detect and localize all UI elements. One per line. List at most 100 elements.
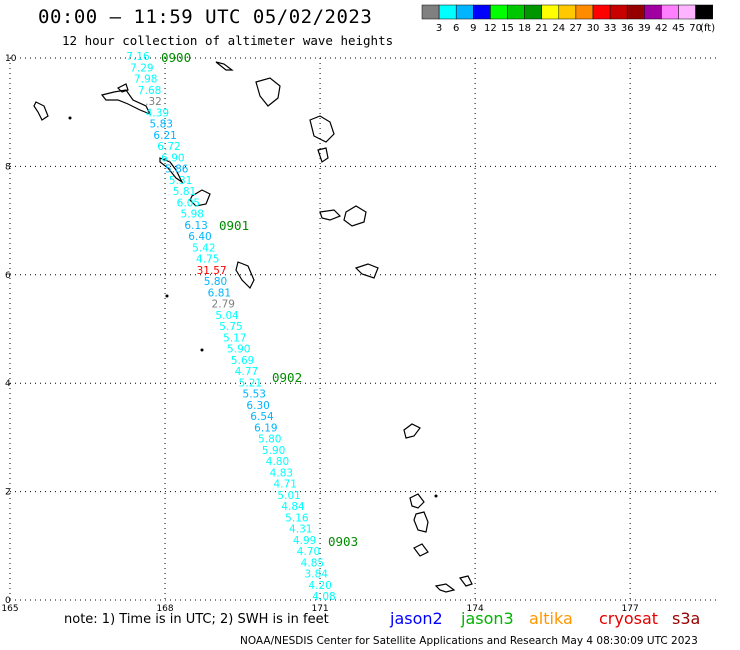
island-outline xyxy=(409,493,425,509)
satellite-legend-s3a: s3a xyxy=(672,609,701,628)
wave-height-label: 6.13 xyxy=(184,220,207,232)
island-outline xyxy=(309,115,335,143)
track-time-label: 0901 xyxy=(219,218,249,233)
island-outline xyxy=(33,101,49,121)
islet-dot xyxy=(434,494,438,498)
satellite-legend-altika: altika xyxy=(529,609,573,628)
x-tick-label: 171 xyxy=(311,604,328,614)
island-outline xyxy=(343,205,367,227)
island-outline xyxy=(434,583,456,593)
color-scale-label: 39 xyxy=(638,23,651,34)
wave-height-label: 5.86 xyxy=(165,164,189,176)
color-scale-label: 33 xyxy=(604,23,617,34)
islet-dot xyxy=(165,294,169,298)
wave-height-label: 5.83 xyxy=(150,119,173,131)
wave-height-label: 5.16 xyxy=(285,512,309,524)
wave-height-label: 6.40 xyxy=(188,231,211,243)
wave-height-label: 4.80 xyxy=(266,456,289,468)
wave-height-label: 5.42 xyxy=(192,242,215,254)
wave-height-label: 5.75 xyxy=(219,321,242,333)
color-scale-label: 15 xyxy=(501,23,514,34)
wave-height-label: 5.80 xyxy=(258,434,281,446)
wave-height-label: 5.90 xyxy=(227,344,250,356)
credit-line: NOAA/NESDIS Center for Satellite Applica… xyxy=(240,635,698,647)
color-scale-label: (ft) xyxy=(700,23,715,34)
wave-height-label: 6.19 xyxy=(254,422,277,434)
y-tick-label: 4 xyxy=(5,379,11,389)
wave-height-label: 5.80 xyxy=(204,276,227,288)
island-outline xyxy=(189,189,211,207)
x-tick-label: 168 xyxy=(156,604,173,614)
x-tick-label: 177 xyxy=(622,604,639,614)
track-time-label: 0900 xyxy=(161,50,191,65)
wave-height-label: 5.01 xyxy=(277,490,300,502)
wave-height-label: 6.72 xyxy=(157,141,180,153)
color-scale-label: 42 xyxy=(655,23,668,34)
wave-height-label: 6.30 xyxy=(246,400,269,412)
color-swatch xyxy=(695,4,713,20)
wave-height-label: 4.83 xyxy=(270,467,293,479)
y-tick-label: 6 xyxy=(5,271,11,281)
wave-height-label: 6.81 xyxy=(208,287,231,299)
wave-height-label: 6.90 xyxy=(161,152,184,164)
wave-height-label: 5.21 xyxy=(239,377,262,389)
wave-height-label: 4.08 xyxy=(312,591,335,603)
wave-height-label: 31.57 xyxy=(197,265,227,277)
wave-height-label: 5.53 xyxy=(243,389,266,401)
wave-height-label: 6.21 xyxy=(153,130,176,142)
wave-height-label: 4.31 xyxy=(289,524,312,536)
wave-height-label: 5.90 xyxy=(262,445,285,457)
y-tick-label: 2 xyxy=(5,488,11,498)
color-scale-label: 12 xyxy=(484,23,497,34)
color-scale-label: 24 xyxy=(552,23,565,34)
y-tick-label: 0 xyxy=(5,596,11,606)
y-tick-label: 10 xyxy=(5,54,17,64)
wave-height-label: 4.71 xyxy=(274,479,297,491)
wave-height-label: 7.68 xyxy=(138,85,161,97)
wave-height-label: 5.69 xyxy=(231,355,254,367)
color-scale-label: 36 xyxy=(621,23,634,34)
island-outline xyxy=(100,89,152,116)
y-tick-label: 8 xyxy=(5,162,11,172)
map-subtitle: 12 hour collection of altimeter wave hei… xyxy=(62,33,394,48)
track-time-label: 0902 xyxy=(272,370,302,385)
track-time-label: 0903 xyxy=(328,534,358,549)
wave-height-label: 4.20 xyxy=(308,580,331,592)
color-scale-label: 21 xyxy=(535,23,548,34)
island-outline xyxy=(215,61,234,71)
color-scale-label: 9 xyxy=(470,23,476,34)
color-scale-label: 30 xyxy=(587,23,600,34)
wave-height-label: 4.70 xyxy=(297,546,320,558)
wave-height-label: 5.04 xyxy=(215,310,239,322)
color-scale-legend: 3 6 9 12 15 18 21 24 27 30 33 36 39 42 45 70(ft) xyxy=(421,4,715,34)
island-outline xyxy=(354,263,379,279)
x-tick-label: 174 xyxy=(467,604,484,614)
wave-height-label: 4.99 xyxy=(293,535,316,547)
island-outline xyxy=(319,209,342,221)
islet-dot xyxy=(68,116,72,120)
wave-height-label: 7.29 xyxy=(130,62,153,74)
wave-height-label: 5.17 xyxy=(223,332,246,344)
map-title: 00:00 – 11:59 UTC 05/02/2023 xyxy=(38,6,373,28)
color-scale-label: 27 xyxy=(570,23,583,34)
color-scale-label: 6 xyxy=(453,23,459,34)
footnote: note: 1) Time is in UTC; 2) SWH is in fe… xyxy=(64,612,329,627)
color-scale-label: 3 xyxy=(436,23,442,34)
island-outline xyxy=(255,77,281,107)
island-outline xyxy=(235,261,255,290)
islet-dot xyxy=(200,348,204,352)
wave-height-label: 4.77 xyxy=(235,366,258,378)
satellite-legend-cryosat: cryosat xyxy=(599,609,659,628)
wave-height-label: 6.05 xyxy=(177,197,200,209)
wave-height-label: .32 xyxy=(145,96,162,108)
color-scale-label: 18 xyxy=(518,23,531,34)
island-outline xyxy=(317,147,329,163)
wave-height-label: 5.98 xyxy=(181,209,204,221)
island-outline xyxy=(458,575,473,587)
color-scale-label: 70 xyxy=(689,23,702,34)
wave-height-label: 5.31 xyxy=(169,175,192,187)
wave-height-label: 3.84 xyxy=(305,569,329,581)
wave-height-label: 2.79 xyxy=(212,299,235,311)
wave-height-label: 4.75 xyxy=(196,254,219,266)
